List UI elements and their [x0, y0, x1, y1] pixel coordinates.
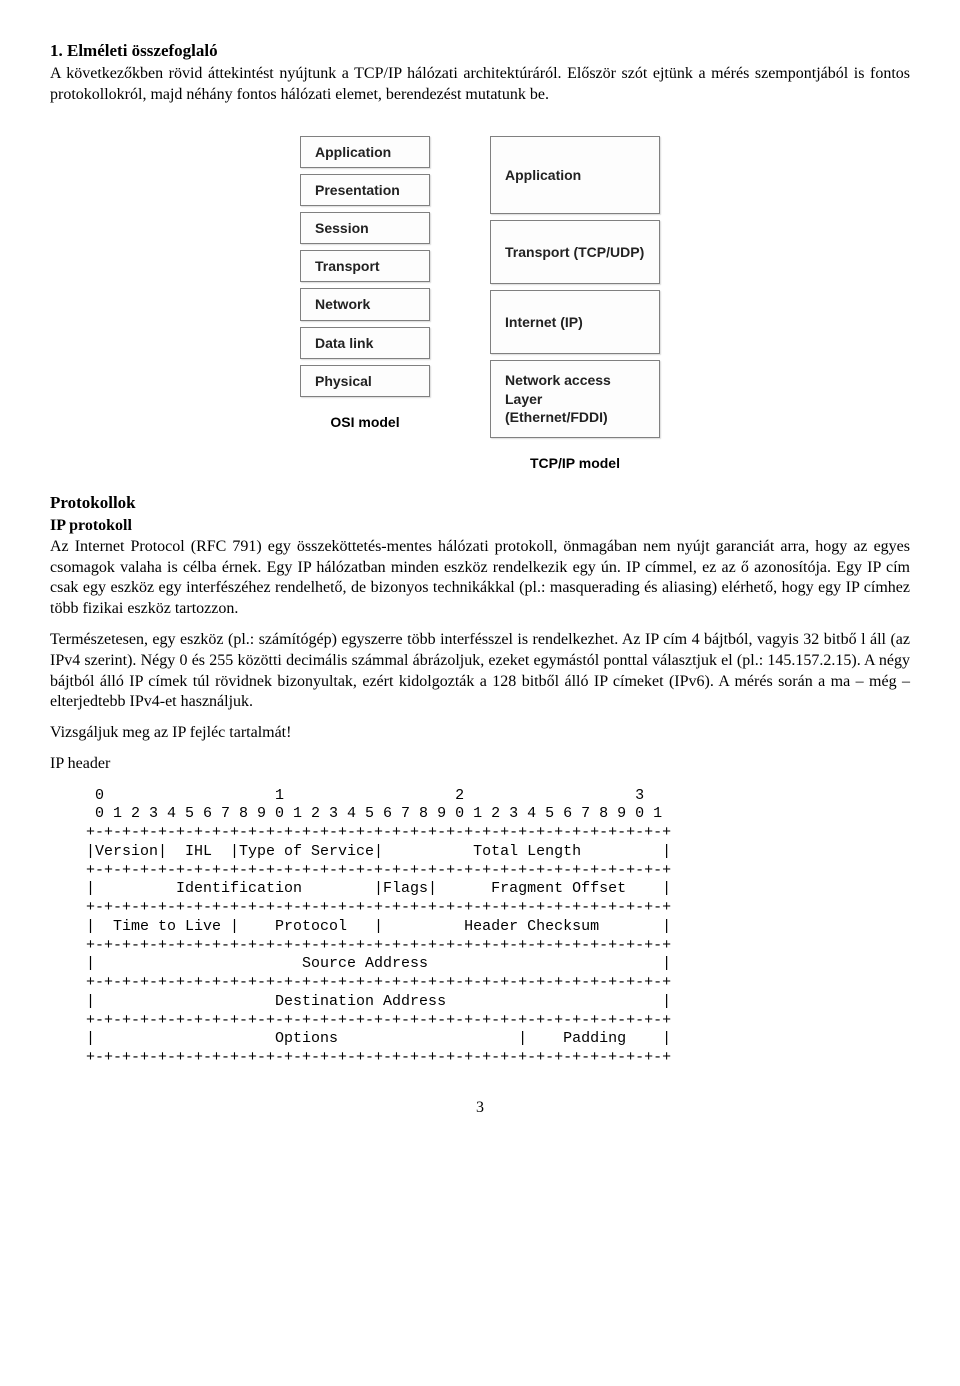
osi-layer: Session — [300, 212, 430, 244]
osi-model-column: Application Presentation Session Transpo… — [300, 136, 430, 472]
osi-layer: Application — [300, 136, 430, 168]
page-number: 3 — [50, 1098, 910, 1119]
tcpip-layer-stack: Application Transport (TCP/UDP) Internet… — [490, 136, 660, 444]
tcpip-layer: Network access Layer (Ethernet/FDDI) — [490, 360, 660, 438]
osi-model-label: OSI model — [330, 413, 399, 431]
osi-layer: Network — [300, 288, 430, 320]
ip-paragraph-3: Vizsgáljuk meg az IP fejléc tartalmát! — [50, 723, 910, 744]
osi-layer: Transport — [300, 250, 430, 282]
ip-paragraph-1: Az Internet Protocol (RFC 791) egy össze… — [50, 537, 910, 620]
tcpip-layer: Application — [490, 136, 660, 214]
osi-layer: Physical — [300, 365, 430, 397]
ip-header-label: IP header — [50, 754, 910, 775]
osi-layer-stack: Application Presentation Session Transpo… — [300, 136, 430, 403]
protocols-heading: Protokollok — [50, 492, 910, 514]
osi-tcpip-diagram: Application Presentation Session Transpo… — [50, 136, 910, 472]
tcpip-model-column: Application Transport (TCP/UDP) Internet… — [490, 136, 660, 472]
osi-layer: Data link — [300, 327, 430, 359]
ip-paragraph-2: Természetesen, egy eszköz (pl.: számítóg… — [50, 630, 910, 713]
osi-layer: Presentation — [300, 174, 430, 206]
ip-protocol-heading: IP protokoll — [50, 516, 910, 537]
tcpip-layer: Transport (TCP/UDP) — [490, 220, 660, 284]
tcpip-model-label: TCP/IP model — [530, 454, 620, 472]
tcpip-layer: Internet (IP) — [490, 290, 660, 354]
section-title: 1. Elméleti összefoglaló — [50, 40, 910, 62]
intro-paragraph: A következőkben rövid áttekintést nyújtu… — [50, 64, 910, 106]
ip-header-diagram: 0 1 2 3 0 1 2 3 4 5 6 7 8 9 0 1 2 3 4 5 … — [50, 787, 910, 1068]
